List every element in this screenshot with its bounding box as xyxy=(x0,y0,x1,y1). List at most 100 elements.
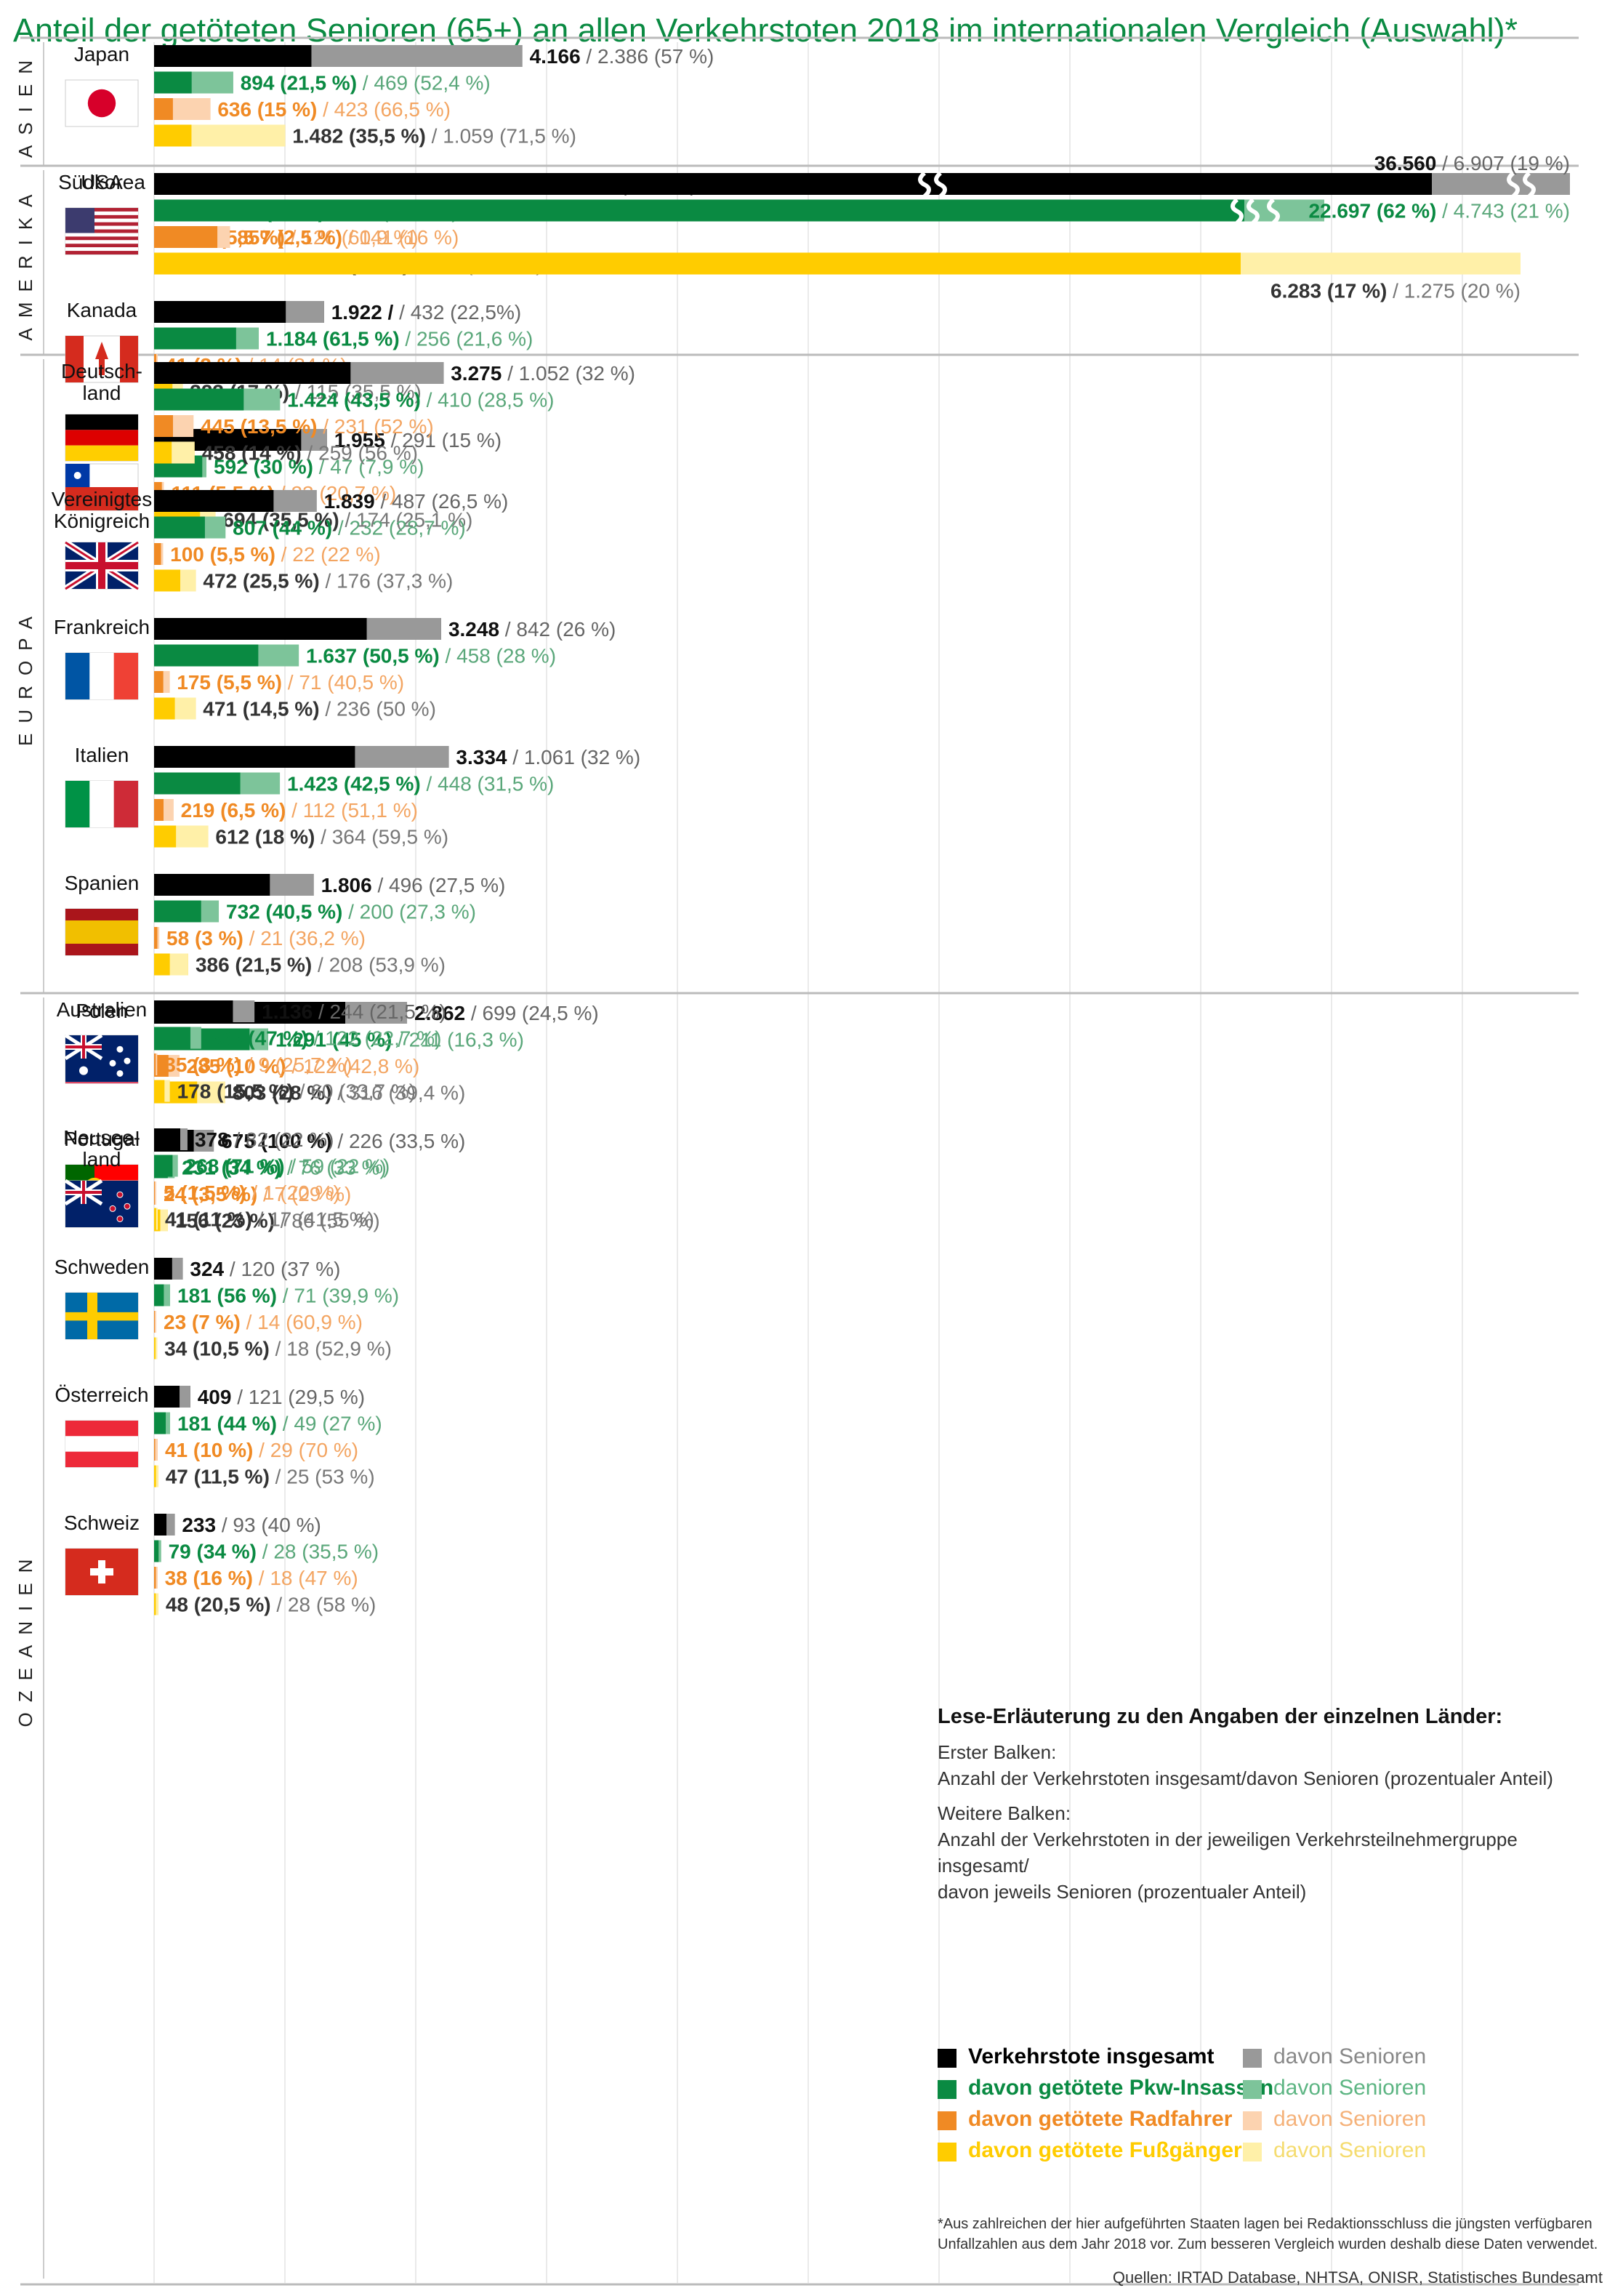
bar-seniors xyxy=(180,1386,190,1408)
bar-seniors xyxy=(156,1208,158,1230)
data-label-total: 472 (25,5 %) xyxy=(203,570,319,593)
bar-seniors xyxy=(190,1027,201,1049)
bar-seniors xyxy=(233,1000,255,1022)
data-label: 636 (15 %) / 423 (66,5 %) xyxy=(217,98,451,121)
bar-seniors xyxy=(169,953,188,976)
data-label: 694 (35,5 %) / 174 (25,1 %) xyxy=(222,509,472,531)
data-label-seniors: 122 (22,7 %) xyxy=(325,1027,441,1050)
data-label: 175 (5,5 %) / 71 (40,5 %) xyxy=(177,671,404,694)
data-label-sep: / xyxy=(282,671,299,694)
data-label-total: 34 (10,5 %) xyxy=(164,1338,270,1360)
data-label-total: 1.955 xyxy=(334,429,385,451)
france-flag-icon xyxy=(65,652,139,700)
bar-total xyxy=(154,199,1324,222)
data-label-sep: / xyxy=(312,954,329,976)
data-label-seniors: 487 (26,5 %) xyxy=(392,490,508,513)
data-label-total: 807 (44 %) xyxy=(233,517,332,539)
data-label-total: 181 (56 %) xyxy=(177,1285,277,1307)
bar-seniors xyxy=(270,874,314,896)
data-label-seniors: 7 (29 %) xyxy=(275,1183,352,1205)
country-name-line: Japan xyxy=(74,43,129,65)
data-label: 894 (21,5 %) / 469 (52,4 %) xyxy=(241,72,491,95)
explanation-heading: Lese-Erläuterung zu den Angaben der einz… xyxy=(938,1705,1503,1728)
data-label-seniors: 17 (41,5 %) xyxy=(269,1208,374,1231)
data-label-total: 219 (6,5 %) xyxy=(181,799,286,822)
data-label-total: 38 (16 %) xyxy=(165,1567,253,1589)
flag-part xyxy=(65,218,138,222)
italy-flag-icon xyxy=(65,780,139,828)
data-label-sep: / xyxy=(243,927,260,950)
country-name: Neusee-land xyxy=(63,1126,140,1171)
country-name-line: Australien xyxy=(57,998,148,1021)
data-label-sep: / xyxy=(277,1413,294,1435)
data-label-sep: / xyxy=(270,1338,286,1360)
data-label-sep: / xyxy=(342,226,359,249)
bar-seniors xyxy=(155,1439,158,1461)
data-label-sep: / xyxy=(400,328,416,350)
data-label: 233 / 93 (40 %) xyxy=(182,1514,321,1536)
country-name: Deutsch-land xyxy=(61,360,142,404)
canada-flag-icon xyxy=(65,335,139,383)
flag-part xyxy=(65,233,138,237)
flag-part xyxy=(65,225,138,230)
data-label: 409 / 121 (29,5 %) xyxy=(198,1386,365,1408)
country-name: Portugal xyxy=(64,1128,140,1150)
data-label: 48 (20,5 %) / 28 (58 %) xyxy=(166,1594,376,1616)
data-label-seniors: 236 (50 %) xyxy=(337,698,436,720)
data-label-seniors: 115 (35,5 %) xyxy=(307,381,422,404)
data-label-total: 2.862 xyxy=(414,1002,465,1024)
data-label-sep: / xyxy=(393,301,410,324)
data-label-sep: / xyxy=(286,799,302,822)
flag-part xyxy=(65,251,138,254)
data-label-total: 694 (35,5 %) xyxy=(222,509,339,531)
data-label-seniors: 121 (29,5 %) xyxy=(249,1386,365,1408)
data-label-total: 100 (5,5 %) xyxy=(170,543,275,566)
legend-label: davon Senioren xyxy=(1273,2138,1427,2162)
data-label-seniors: 82 (22 %) xyxy=(246,1128,334,1151)
data-label: 41 (11 %) / 17 (41,5 %) xyxy=(165,1208,374,1231)
data-label-sep: / xyxy=(229,1128,246,1151)
data-label: 6.283 (17 %) / 1.275 (20 %) xyxy=(1270,280,1521,302)
data-label-sep: / xyxy=(421,389,438,412)
data-label-seniors: 1.275 (20 %) xyxy=(1404,280,1521,302)
data-label: 79 (34 %) / 28 (35,5 %) xyxy=(169,1541,379,1563)
data-label-total: 675 (100 %) xyxy=(221,1130,332,1152)
data-label-total: 58 (3 %) xyxy=(166,927,243,950)
data-label-seniors: 71 (40,5 %) xyxy=(299,671,404,694)
data-label-seniors: 410 (28,5 %) xyxy=(438,389,554,412)
data-label: 3.275 / 1.052 (32 %) xyxy=(451,362,635,385)
data-label-seniors: 200 (27,3 %) xyxy=(360,901,476,923)
data-label-seniors: 458 (28 %) xyxy=(456,645,556,667)
data-label-total: 3.334 xyxy=(456,746,507,768)
data-label-sep: / xyxy=(465,1002,482,1024)
data-label-seniors: 211 (16,3 %) xyxy=(409,1029,524,1051)
country-name-line: Spanien xyxy=(65,872,140,894)
bar-seniors xyxy=(355,746,449,768)
flag-part xyxy=(116,1069,124,1077)
bar-seniors xyxy=(193,1130,214,1152)
footnote: *Aus zahlreichen der hier aufgeführten S… xyxy=(938,2216,1598,2252)
data-label: 1.637 (50,5 %) / 458 (28 %) xyxy=(306,645,556,667)
legend-swatch xyxy=(938,2143,957,2161)
bar-seniors xyxy=(197,1081,225,1104)
bar-seniors xyxy=(204,516,226,539)
data-label-seniors: 316 (39,4 %) xyxy=(349,1082,465,1104)
flag-part xyxy=(65,781,90,827)
flag-part xyxy=(109,1059,116,1067)
bar-seniors xyxy=(240,772,281,795)
data-label-seniors: 174 (25,1 %) xyxy=(356,509,472,531)
data-label-sep: / xyxy=(289,381,306,404)
data-label-total: 6.283 (17 %) xyxy=(1270,280,1387,302)
data-label-sep: / xyxy=(1436,152,1453,174)
data-label: 592 (30 %) / 47 (7,9 %) xyxy=(214,456,424,478)
country-name: Spanien xyxy=(65,872,140,894)
data-label-seniors: 28 (58 %) xyxy=(288,1594,376,1616)
data-label: 58 (3 %) / 21 (36,2 %) xyxy=(166,927,366,950)
country-name-line: Schweiz xyxy=(64,1512,140,1534)
bar-seniors xyxy=(155,1181,156,1203)
data-label: 472 (25,5 %) / 176 (37,3 %) xyxy=(203,570,453,593)
data-label-total: 1.806 xyxy=(321,874,372,896)
data-label: 1.922 / / 432 (22,5%) xyxy=(331,301,522,324)
data-label-sep: / xyxy=(241,1053,258,1076)
data-label: 1.839 / 487 (26,5 %) xyxy=(324,490,509,513)
